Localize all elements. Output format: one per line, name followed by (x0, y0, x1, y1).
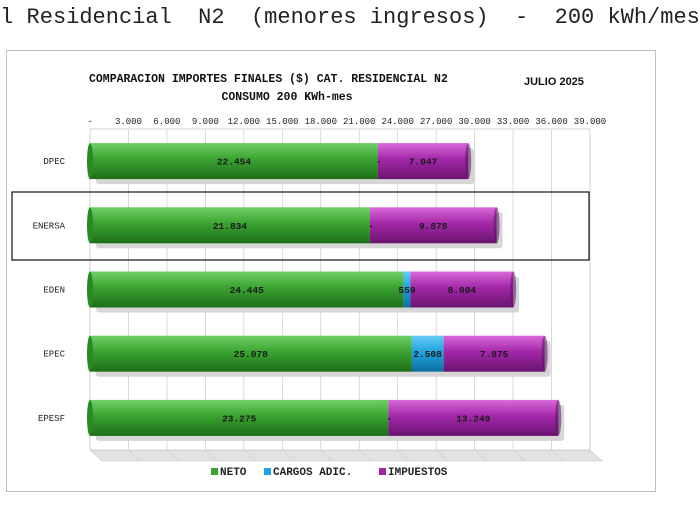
bar-end-cap (555, 399, 562, 436)
data-label: 8.004 (448, 285, 477, 296)
x-tick-label: 18.000 (305, 117, 337, 127)
category-label: ENERSA (33, 221, 66, 231)
legend-swatch (211, 468, 218, 475)
category-label: DPEC (43, 157, 65, 167)
legend-label: NETO (220, 467, 247, 479)
data-label: 9.878 (419, 221, 448, 232)
data-label: 22.454 (217, 157, 252, 168)
floor-gridline (243, 449, 257, 462)
x-tick-label: 3.000 (115, 117, 142, 127)
x-tick-label: 6.000 (153, 117, 180, 127)
category-label: EPESF (38, 414, 65, 424)
floor-gridline (205, 449, 218, 462)
data-label: 7.875 (480, 349, 509, 360)
data-label: 7.047 (409, 157, 438, 168)
bar-start-cap (87, 271, 93, 308)
bar-segment (90, 143, 378, 180)
bar-segment (377, 143, 469, 180)
bar-segment (443, 335, 545, 372)
data-label: 24.445 (230, 285, 265, 296)
data-labels: 22.454 - 7.047 21.834 - 9.878 24.445 559 8.004 25… (213, 157, 509, 425)
bar-start-cap (87, 207, 93, 244)
floor-gridline (359, 449, 372, 462)
bar-start-cap (87, 143, 93, 180)
x-tick-label: 12.000 (228, 117, 260, 127)
bar-segment (90, 271, 404, 308)
slide-title: l Residencial N2 (menores ingresos) - 20… (0, 5, 700, 30)
plot-floor (89, 449, 603, 462)
chart-title-tag: JULIO 2025 (524, 76, 584, 88)
data-label: 13.249 (456, 413, 491, 424)
floor-gridline (166, 449, 180, 462)
floor-gridline (512, 449, 526, 462)
data-label: - (368, 221, 374, 232)
x-tick-label: 33.000 (497, 117, 529, 127)
data-label: - (387, 413, 393, 424)
bar-segment (369, 207, 497, 244)
x-tick-label: 21.000 (343, 117, 375, 127)
x-tick-label: 36.000 (535, 117, 567, 127)
bar-start-cap (87, 335, 93, 372)
legend: NETO CARGOS ADIC. IMPUESTOS (211, 467, 448, 479)
data-label: 559 (398, 285, 415, 296)
floor-gridline (128, 449, 141, 462)
bar-segment (90, 335, 412, 372)
bar-segment (90, 207, 370, 244)
category-labels: DPEC ENERSA EDEN EPEC EPESF (33, 157, 66, 424)
chart-subtitle: CONSUMO 200 KWh-mes (221, 91, 352, 104)
bars (87, 143, 565, 441)
x-tick-label: 15.000 (266, 117, 298, 127)
highlight-box (11, 191, 590, 261)
bar-segment (90, 399, 389, 436)
floor-gridline (397, 449, 410, 462)
legend-swatch (264, 468, 271, 475)
bar-end-cap (510, 271, 517, 308)
chart-frame: - 3.000 6.000 9.000 12.000 15.000 18.000 21.000… (6, 50, 656, 492)
category-label: EDEN (43, 286, 65, 296)
bar-segment (403, 271, 411, 308)
legend-swatch (379, 468, 386, 475)
bar-end-cap (493, 207, 500, 244)
bar-segment (411, 335, 444, 372)
data-label: 21.834 (213, 221, 248, 232)
floor-gridline (589, 449, 603, 462)
bar-start-cap (87, 399, 93, 436)
floor-gridline (282, 449, 295, 462)
data-label: 23.275 (222, 413, 257, 424)
x-tick-label: 39.000 (574, 117, 606, 127)
bar-segment (388, 399, 559, 436)
legend-label: IMPUESTOS (388, 467, 448, 479)
floor-gridline (435, 449, 449, 462)
stacked-bar-chart: - 3.000 6.000 9.000 12.000 15.000 18.000 21.000… (11, 73, 606, 479)
x-tick-label: 30.000 (458, 117, 490, 127)
x-tick-label: - (87, 117, 92, 127)
chart-title: COMPARACION IMPORTES FINALES ($) CAT. RE… (89, 73, 448, 86)
floor-gridline (474, 449, 487, 462)
x-tick-label: 27.000 (420, 117, 452, 127)
floor-gridline (320, 449, 333, 462)
data-label: - (376, 157, 382, 168)
bar-segment (410, 271, 514, 308)
bar-end-cap (465, 143, 472, 180)
category-label: EPEC (43, 350, 65, 360)
bar-end-cap (541, 335, 548, 372)
x-tick-label: 9.000 (192, 117, 219, 127)
data-label: 25.078 (234, 349, 269, 360)
legend-label: CARGOS ADIC. (273, 467, 352, 479)
data-label: 2.508 (413, 349, 442, 360)
x-tick-label: 24.000 (381, 117, 413, 127)
x-axis-ticks: - 3.000 6.000 9.000 12.000 15.000 18.000 21.000… (87, 117, 606, 127)
floor-gridline (551, 449, 564, 462)
